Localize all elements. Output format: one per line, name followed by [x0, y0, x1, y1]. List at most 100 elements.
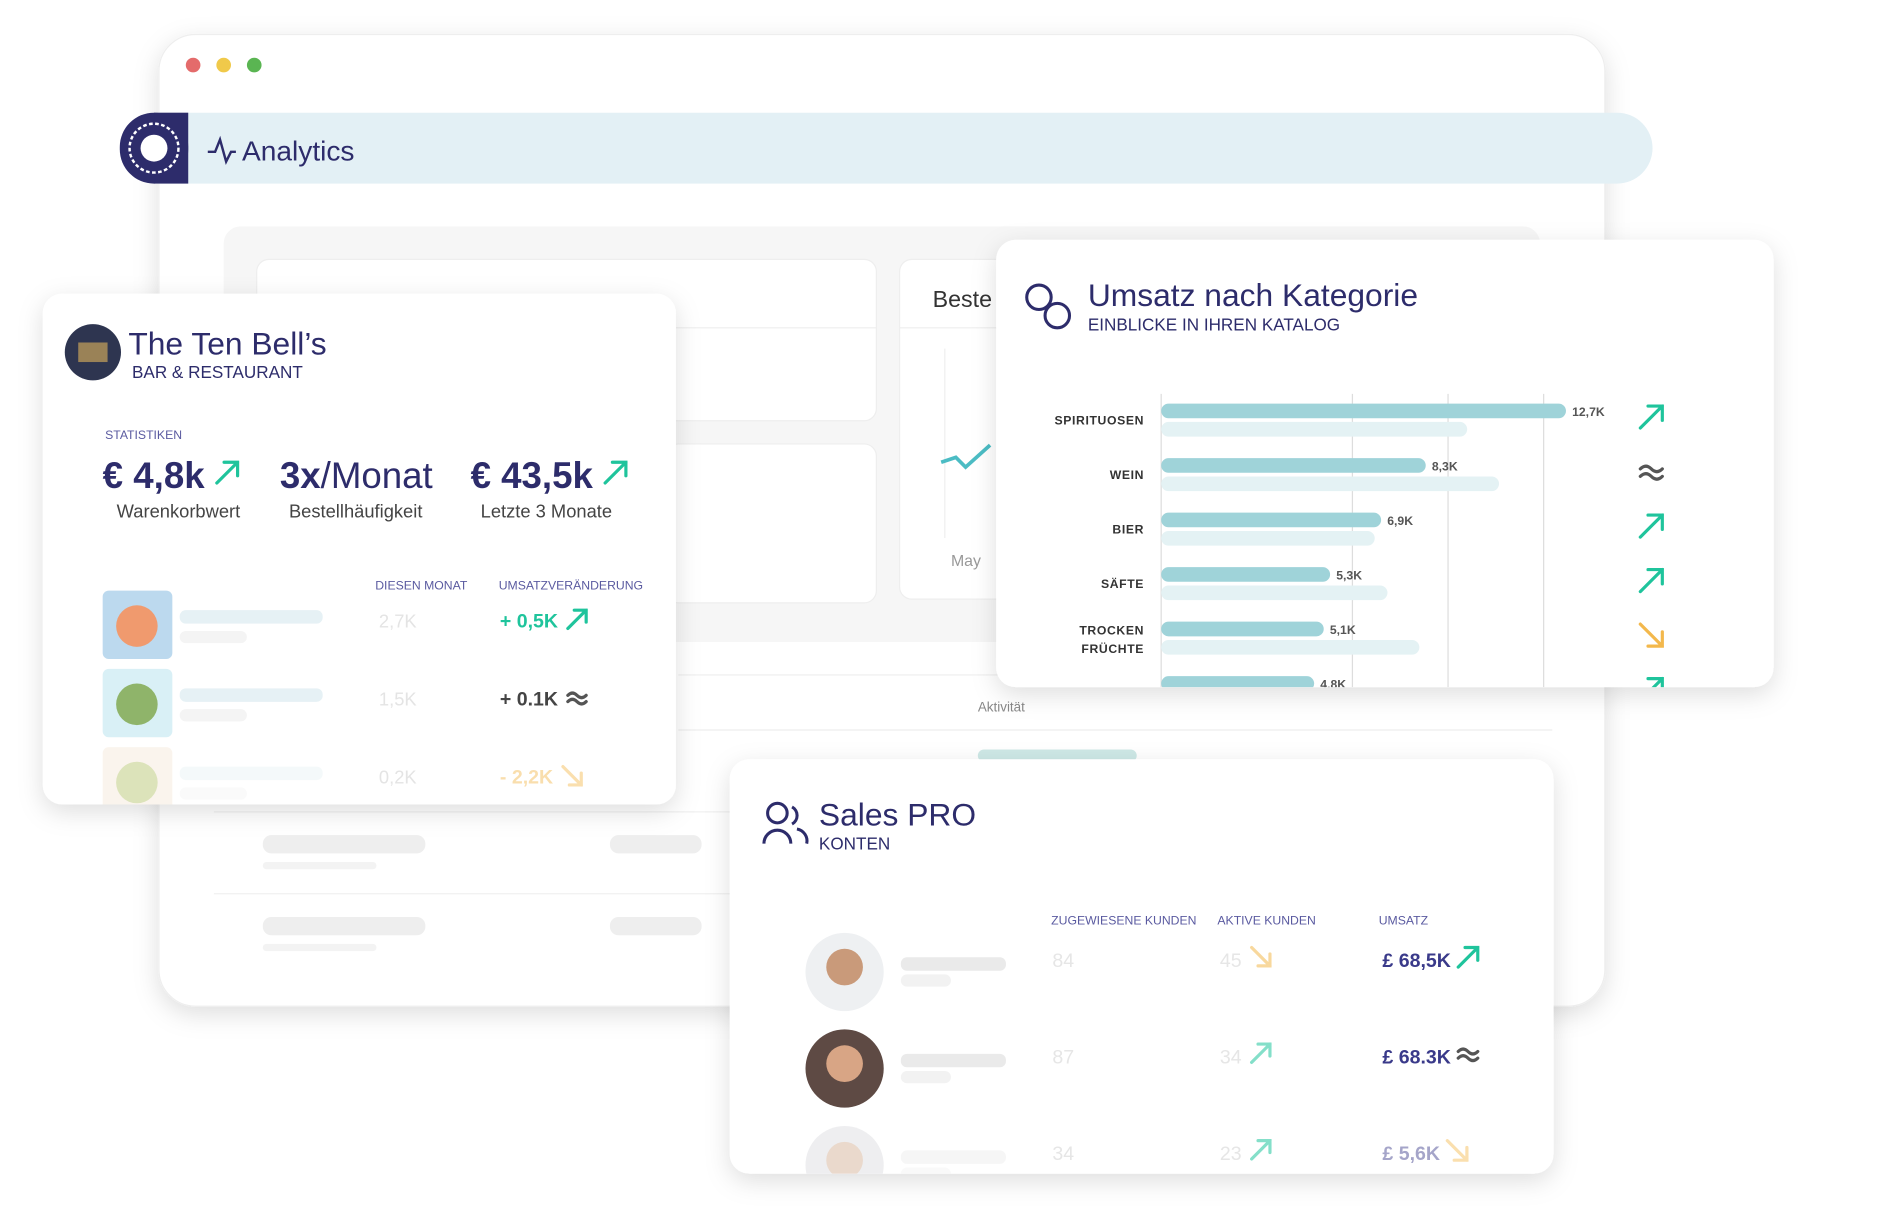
card-title: Sales PRO [819, 796, 976, 832]
skeleton [262, 916, 426, 936]
comparison-bar [1161, 530, 1375, 546]
trend-icon [566, 691, 588, 706]
avatar-face [826, 1141, 863, 1174]
avatar-face [826, 948, 863, 986]
restaurant-avatar-window [78, 342, 108, 363]
stat-value: € 43,5k [471, 455, 594, 496]
trend-icon [1456, 1047, 1480, 1063]
skeleton [179, 688, 323, 702]
category-label: TROCKEN [1079, 623, 1144, 637]
stat-number: € 43,5k [471, 455, 594, 496]
this-month: 1,5K [379, 689, 417, 710]
revenue: £ 5,6K [1382, 1143, 1440, 1165]
skeleton [900, 1053, 1006, 1068]
trend-icon [1638, 464, 1664, 481]
card-subtitle: BAR & RESTAURANT [132, 363, 303, 382]
category-icon [1043, 301, 1072, 330]
people-icon [762, 805, 809, 844]
restaurant-card [42, 293, 676, 805]
skeleton [900, 974, 951, 987]
avatar [805, 1125, 884, 1174]
skeleton [900, 1167, 951, 1174]
change: + 0.1K [500, 689, 558, 711]
this-month: 0,2K [379, 767, 417, 788]
trend-icon [1638, 677, 1664, 688]
category-label: SÄFTE [1101, 576, 1144, 591]
stat-label: Letzte 3 Monate [481, 500, 612, 521]
card-title: The Ten Bell’s [128, 326, 326, 362]
bar [1161, 621, 1324, 637]
category-label: WEIN [1110, 468, 1144, 482]
card-subtitle: EINBLICKE IN IHREN KATALOG [1088, 315, 1340, 334]
skeleton [900, 1150, 1006, 1164]
trend-icon [1456, 945, 1480, 969]
product-image [116, 683, 158, 726]
bg-card-title: Beste [933, 286, 992, 312]
stat-label: Warenkorbwert [117, 500, 241, 521]
skeleton [179, 787, 247, 800]
bar [1161, 458, 1426, 473]
window-dot [246, 57, 262, 73]
column-header: ZUGEWIESENE KUNDEN [1051, 913, 1196, 927]
window-title: Analytics [242, 135, 354, 166]
bg-axis-label: May [951, 553, 981, 570]
trend-icon [1638, 513, 1664, 539]
column-header: AKTIVE KUNDEN [1217, 913, 1315, 927]
comparison-bar [1161, 421, 1468, 437]
window-dot [185, 57, 201, 73]
value-label: 12,7K [1572, 405, 1605, 419]
trend-icon [603, 460, 628, 485]
value-label: 4.8K [1320, 677, 1346, 691]
comparison-bar [1161, 585, 1388, 601]
active-customers: 34 [1220, 1047, 1242, 1069]
value-label: 5,3K [1336, 568, 1362, 582]
product-image [116, 761, 158, 804]
bg-column-label: Aktivität [978, 700, 1025, 715]
column-header: UMSATZVERÄNDERUNG [499, 578, 643, 592]
trend-icon [1250, 1139, 1272, 1161]
category-label: FRÜCHTE [1081, 641, 1144, 656]
assigned-customers: 84 [1052, 950, 1074, 972]
card-subtitle: KONTEN [819, 835, 890, 854]
stat-number: € 4,8k [103, 455, 206, 496]
bar [1161, 403, 1566, 419]
trend-icon [561, 765, 583, 787]
bg-line [940, 443, 992, 470]
stat-number: 3x [280, 455, 321, 496]
skeleton [262, 943, 377, 952]
skeleton [179, 709, 247, 722]
column-header: DIESEN MONAT [375, 578, 468, 592]
product-image [102, 747, 173, 805]
trend-icon [1250, 945, 1272, 968]
window-dot [216, 57, 232, 73]
product-image [116, 605, 158, 647]
trend-icon [215, 460, 240, 485]
this-month: 2,7K [379, 610, 417, 631]
category-icon [1025, 283, 1053, 312]
skeleton [179, 766, 323, 781]
trend-icon [566, 608, 588, 631]
comparison-bar [1161, 476, 1500, 492]
skeleton [179, 610, 323, 624]
bar [1161, 676, 1315, 688]
value-label: 6,9K [1387, 514, 1413, 528]
value-label: 8,3K [1432, 459, 1458, 473]
revenue: £ 68.3K [1382, 1047, 1450, 1069]
skeleton [900, 957, 1006, 971]
people-icon [766, 801, 789, 825]
category-label: SPIRITUOSEN [1055, 413, 1145, 427]
active-customers: 45 [1220, 950, 1242, 972]
logo-ring [128, 122, 180, 174]
active-customers: 23 [1220, 1143, 1242, 1165]
skeleton [900, 1070, 951, 1084]
assigned-customers: 34 [1052, 1143, 1074, 1165]
skeleton [262, 861, 377, 870]
trend-icon [1638, 567, 1664, 594]
revenue: £ 68,5K [1382, 950, 1450, 972]
stats-label: STATISTIKEN [105, 428, 182, 442]
card-title: Umsatz nach Kategorie [1088, 277, 1418, 313]
pulse-icon [207, 135, 236, 165]
skeleton [262, 835, 426, 854]
sales-card [729, 759, 1554, 1174]
